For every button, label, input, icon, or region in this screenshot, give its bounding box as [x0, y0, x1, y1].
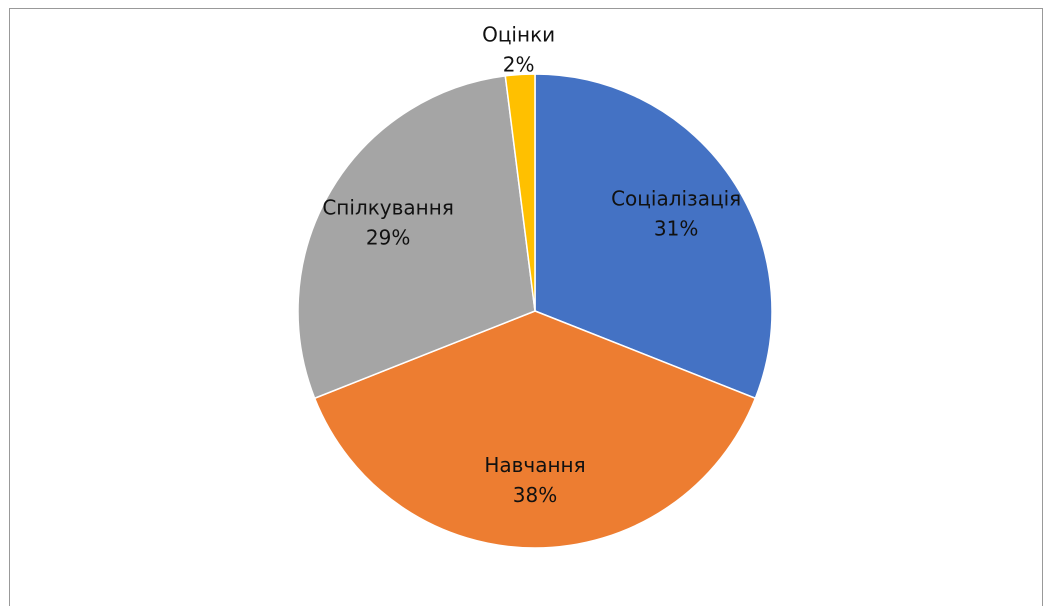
slice-value-label: 29% — [366, 226, 410, 250]
pie-slice — [313, 310, 757, 549]
slice-label: Спілкування — [322, 196, 454, 220]
slice-label: Навчання — [484, 453, 585, 477]
pie-slice — [534, 73, 773, 400]
pie-slice — [504, 73, 536, 312]
slice-label: Оцінки — [482, 22, 555, 46]
slice-value-label: 31% — [654, 217, 698, 241]
slice-value-label: 2% — [503, 52, 535, 76]
slice-value-label: 38% — [513, 483, 557, 507]
slice-label: Соціалізація — [611, 187, 741, 211]
pie-slice — [297, 75, 536, 400]
